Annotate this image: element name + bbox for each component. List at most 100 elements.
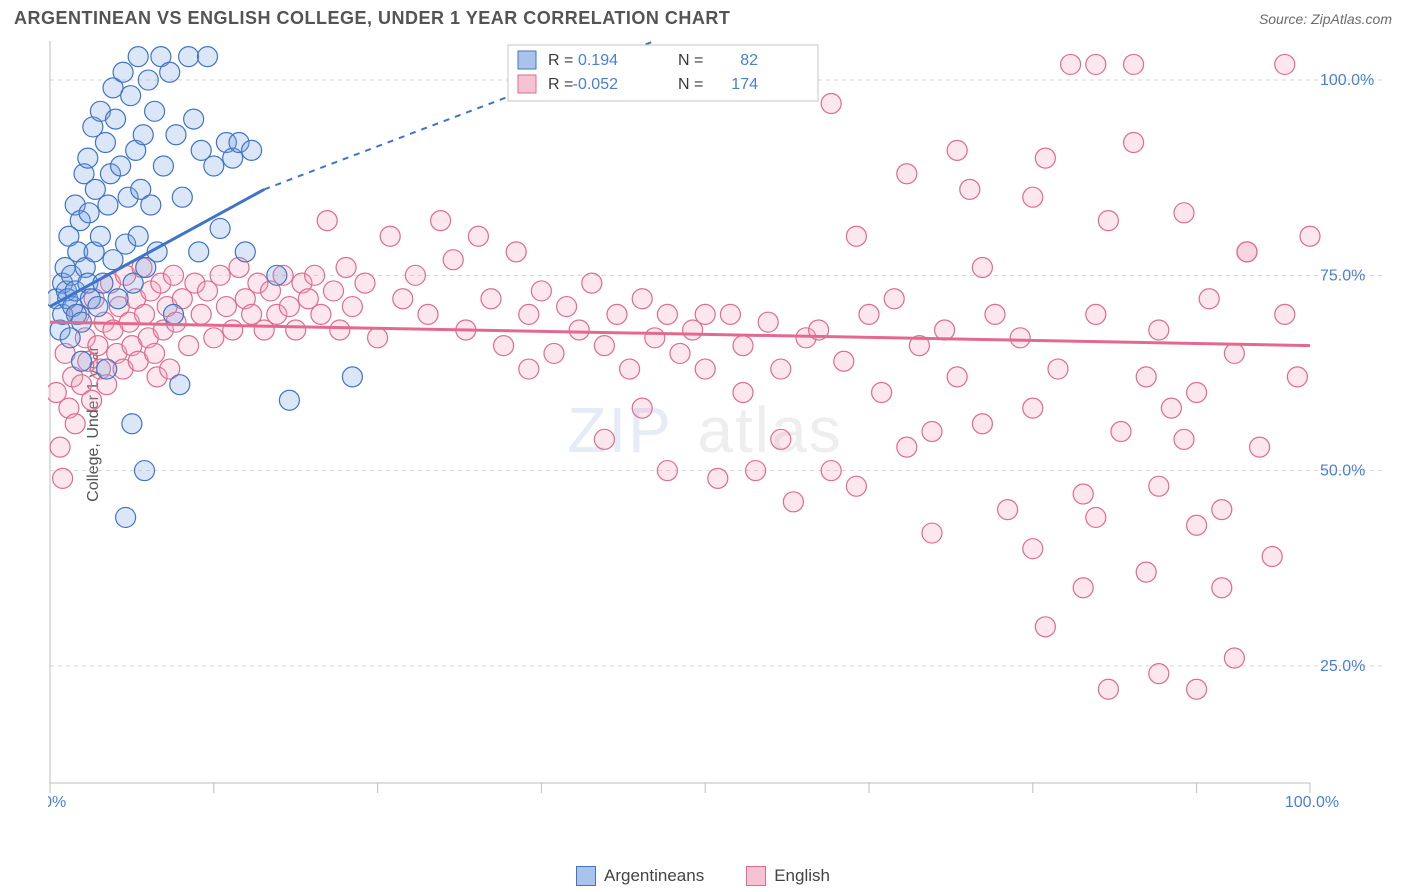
data-point <box>645 328 665 348</box>
data-point <box>121 86 141 106</box>
data-point <box>834 351 854 371</box>
data-point <box>305 265 325 285</box>
data-point <box>1136 562 1156 582</box>
data-point <box>191 304 211 324</box>
svg-text:25.0%: 25.0% <box>1320 658 1365 675</box>
data-point <box>1275 304 1295 324</box>
data-point <box>582 273 602 293</box>
data-point <box>170 375 190 395</box>
data-point <box>342 297 362 317</box>
legend-item-argentineans: Argentineans <box>576 866 704 886</box>
data-point <box>746 461 766 481</box>
data-point <box>468 226 488 246</box>
data-point <box>393 289 413 309</box>
data-point <box>405 265 425 285</box>
data-point <box>569 320 589 340</box>
data-point <box>960 179 980 199</box>
data-point <box>78 148 98 168</box>
data-point <box>1010 328 1030 348</box>
data-point <box>204 156 224 176</box>
data-point <box>998 500 1018 520</box>
svg-text:N =: N = <box>678 52 703 69</box>
data-point <box>821 93 841 113</box>
svg-text:100.0%: 100.0% <box>1320 72 1374 89</box>
data-point <box>846 476 866 496</box>
data-point <box>279 390 299 410</box>
data-point <box>720 304 740 324</box>
data-point <box>1174 203 1194 223</box>
data-point <box>79 203 99 223</box>
data-point <box>198 47 218 67</box>
data-point <box>135 461 155 481</box>
data-point <box>106 109 126 129</box>
svg-text:75.0%: 75.0% <box>1320 267 1365 284</box>
data-point <box>1199 289 1219 309</box>
data-point <box>1149 476 1169 496</box>
data-point <box>90 226 110 246</box>
data-point <box>1061 54 1081 74</box>
data-point <box>972 258 992 278</box>
data-point <box>922 422 942 442</box>
data-point <box>897 437 917 457</box>
data-point <box>88 297 108 317</box>
data-point <box>53 468 73 488</box>
data-point <box>695 304 715 324</box>
scatter-plot: 0.0%100.0%25.0%50.0%75.0%100.0%ZIPatlasR… <box>48 39 1388 809</box>
data-point <box>1023 187 1043 207</box>
data-point <box>985 304 1005 324</box>
data-point <box>279 297 299 317</box>
data-point <box>670 343 690 363</box>
data-point <box>1187 515 1207 535</box>
data-point <box>494 336 514 356</box>
data-point <box>145 343 165 363</box>
data-point <box>897 164 917 184</box>
data-point <box>145 101 165 121</box>
data-point <box>531 281 551 301</box>
data-point <box>1023 539 1043 559</box>
data-point <box>163 304 183 324</box>
data-point <box>311 304 331 324</box>
data-point <box>1124 54 1144 74</box>
data-point <box>184 109 204 129</box>
data-point <box>1149 664 1169 684</box>
data-point <box>1212 578 1232 598</box>
chart-source: Source: ZipAtlas.com <box>1259 11 1392 27</box>
data-point <box>72 351 92 371</box>
data-point <box>771 359 791 379</box>
data-point <box>98 195 118 215</box>
chart-header: ARGENTINEAN VS ENGLISH COLLEGE, UNDER 1 … <box>0 0 1406 35</box>
data-point <box>872 382 892 402</box>
data-point <box>1098 211 1118 231</box>
data-point <box>324 281 344 301</box>
data-point <box>88 336 108 356</box>
svg-text:ZIP: ZIP <box>567 394 673 466</box>
data-point <box>1086 507 1106 527</box>
data-point <box>1187 679 1207 699</box>
legend-swatch-english <box>746 866 766 886</box>
data-point <box>216 297 236 317</box>
svg-text:0.0%: 0.0% <box>48 794 66 809</box>
data-point <box>1262 546 1282 566</box>
svg-text:50.0%: 50.0% <box>1320 463 1365 480</box>
data-point <box>267 265 287 285</box>
data-point <box>783 492 803 512</box>
data-point <box>172 187 192 207</box>
data-point <box>50 437 70 457</box>
data-point <box>1086 304 1106 324</box>
data-point <box>506 242 526 262</box>
data-point <box>153 156 173 176</box>
svg-text:R =: R = <box>548 76 573 93</box>
data-point <box>235 242 255 262</box>
data-point <box>947 140 967 160</box>
data-point <box>355 273 375 293</box>
svg-text:0.194: 0.194 <box>578 52 618 69</box>
data-point <box>163 265 183 285</box>
svg-text:100.0%: 100.0% <box>1285 794 1339 809</box>
data-point <box>179 336 199 356</box>
svg-text:-0.052: -0.052 <box>573 76 618 93</box>
data-point <box>758 312 778 332</box>
data-point <box>821 461 841 481</box>
data-point <box>1237 242 1257 262</box>
bottom-legend: Argentineans English <box>0 866 1406 886</box>
data-point <box>594 429 614 449</box>
